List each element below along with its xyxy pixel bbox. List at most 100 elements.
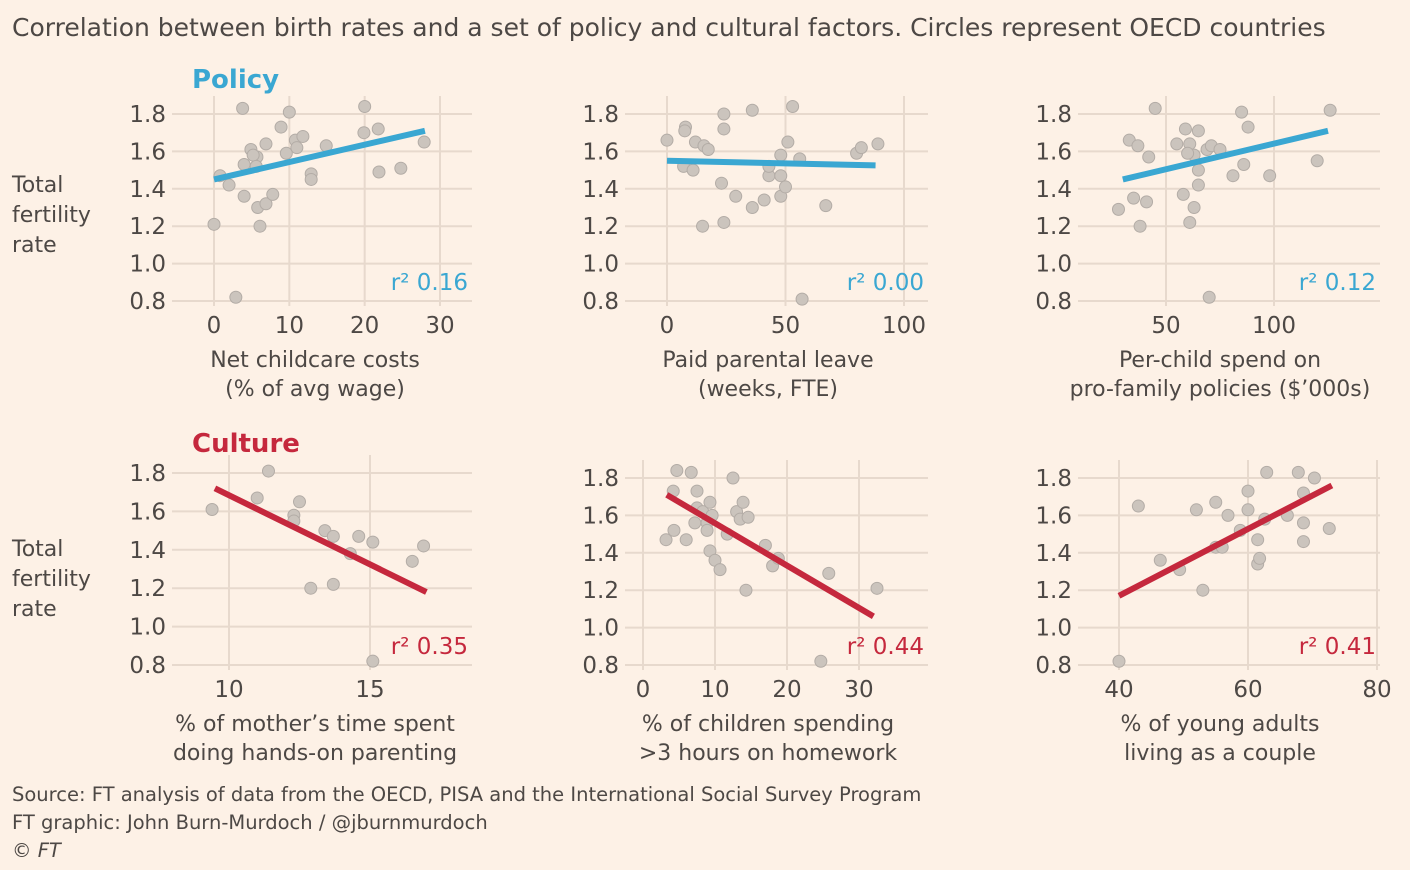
data-point <box>1148 101 1162 115</box>
data-point <box>741 510 755 524</box>
y-tick-label: 0.8 <box>1035 653 1072 679</box>
r-squared-label: r² 0.41 <box>1299 634 1376 660</box>
data-point <box>795 292 809 306</box>
data-point <box>290 141 304 155</box>
data-point <box>366 535 380 549</box>
y-tick-label: 1.8 <box>582 102 619 128</box>
y-tick-label: 1.6 <box>1035 503 1072 529</box>
data-point <box>659 533 673 547</box>
data-point <box>814 654 828 668</box>
y-tick-label: 1.2 <box>1035 214 1072 240</box>
data-point <box>713 563 727 577</box>
r-squared-label: r² 0.44 <box>847 634 924 660</box>
data-point <box>1127 191 1141 205</box>
row-label-policy: Policy <box>192 65 279 95</box>
y-tick-label: 0.8 <box>1035 289 1072 315</box>
data-point <box>700 523 714 537</box>
x-tick-label: 50 <box>771 313 800 339</box>
data-point <box>1133 219 1147 233</box>
y-tick-label: 1.8 <box>129 102 166 128</box>
data-point <box>1189 503 1203 517</box>
data-point <box>786 100 800 114</box>
y-tick-label: 1.6 <box>129 499 166 525</box>
data-point <box>246 148 260 162</box>
data-point <box>854 141 868 155</box>
data-point <box>1253 551 1267 565</box>
r-squared-label: r² 0.00 <box>847 270 924 296</box>
x-tick-label: 100 <box>882 313 926 339</box>
x-axis-title-line: >3 hours on homework <box>639 741 898 766</box>
data-point <box>372 165 386 179</box>
r-squared-label: r² 0.35 <box>391 634 468 660</box>
x-tick-label: 0 <box>636 677 651 703</box>
y-tick-label: 1.0 <box>129 252 166 278</box>
trend-line <box>1117 482 1334 599</box>
data-point <box>870 581 884 595</box>
data-point <box>1241 484 1255 498</box>
data-point <box>779 180 792 194</box>
y-axis-title-line: rate <box>12 233 57 258</box>
y-tick-label: 0.8 <box>129 653 166 679</box>
y-axis-title-bottom: Total fertility rate <box>11 537 91 622</box>
y-tick-label: 1.8 <box>1035 466 1072 492</box>
y-tick-label: 1.4 <box>129 177 166 203</box>
x-axis-title-line: Net childcare costs <box>210 348 420 373</box>
y-tick-label: 0.8 <box>582 653 619 679</box>
y-axis-title-line: Total <box>11 537 63 562</box>
data-point <box>684 465 698 479</box>
data-point <box>1263 169 1277 183</box>
x-tick-label: 10 <box>700 677 729 703</box>
x-tick-label: 30 <box>844 677 873 703</box>
data-point <box>405 554 419 568</box>
data-point <box>774 169 788 183</box>
x-tick-label: 40 <box>1104 677 1133 703</box>
y-tick-label: 1.8 <box>1035 102 1072 128</box>
data-point <box>394 161 408 175</box>
data-point <box>1202 290 1216 304</box>
data-point <box>717 215 731 229</box>
x-tick-label: 100 <box>1252 313 1296 339</box>
data-point <box>266 187 280 201</box>
data-point <box>678 124 692 138</box>
y-tick-label: 1.4 <box>1035 177 1072 203</box>
data-point <box>1221 508 1235 522</box>
y-tick-label: 1.2 <box>582 214 619 240</box>
x-tick-label: 20 <box>772 677 801 703</box>
y-tick-label: 1.0 <box>582 252 619 278</box>
data-point <box>304 581 318 595</box>
y-tick-label: 1.2 <box>129 214 166 240</box>
data-point <box>1235 105 1249 119</box>
data-point <box>686 163 700 177</box>
data-point <box>1183 215 1197 229</box>
scatter-panel-5: 0.8 1.0 1.2 1.4 1.6 1.8 0 10 20 30 r² 0.44 % of chi… <box>582 460 928 766</box>
data-point <box>819 199 833 213</box>
x-axis-title-line: pro-family policies ($’000s) <box>1070 377 1371 402</box>
data-point <box>1322 521 1336 535</box>
y-tick-label: 1.4 <box>129 538 166 564</box>
x-axis-title-line: (weeks, FTE) <box>698 377 838 402</box>
data-point <box>1251 533 1265 547</box>
data-point <box>1241 120 1255 134</box>
data-point <box>1131 139 1145 153</box>
y-tick-label: 1.8 <box>129 461 166 487</box>
data-point <box>250 491 264 505</box>
x-axis-title-line: Paid parental leave <box>662 348 873 373</box>
y-tick-label: 1.6 <box>582 139 619 165</box>
data-point <box>1111 202 1125 216</box>
data-point <box>1296 516 1310 530</box>
x-tick-label: 0 <box>660 313 675 339</box>
data-point <box>259 197 273 211</box>
data-point <box>745 103 759 117</box>
y-tick-label: 1.4 <box>582 541 619 567</box>
data-point <box>293 495 306 509</box>
trend-line <box>666 157 876 169</box>
x-axis-title-line: doing hands-on parenting <box>173 741 457 766</box>
row-label-culture: Culture <box>192 429 300 459</box>
data-point <box>1323 103 1337 117</box>
data-point <box>261 464 275 478</box>
y-axis-title-line: Total <box>11 173 63 198</box>
data-point <box>1178 122 1192 136</box>
data-point <box>1181 146 1195 160</box>
y-tick-label: 1.0 <box>1035 252 1072 278</box>
data-point <box>1153 553 1167 567</box>
